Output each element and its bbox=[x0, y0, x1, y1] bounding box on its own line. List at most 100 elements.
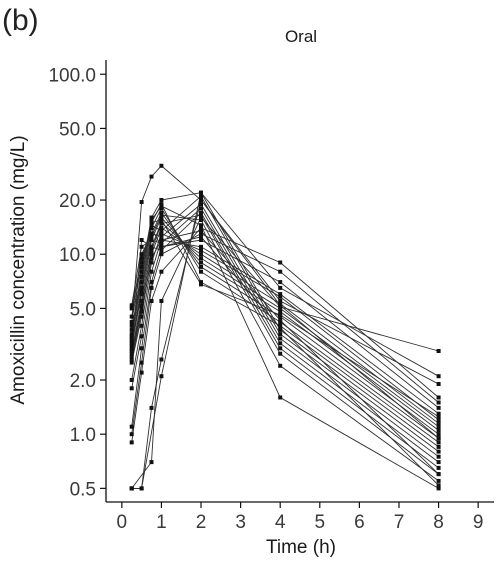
data-point bbox=[139, 306, 144, 311]
data-point bbox=[199, 223, 203, 228]
series-line-26 bbox=[131, 219, 439, 418]
data-point bbox=[159, 241, 164, 246]
x-tick-label: 1 bbox=[156, 512, 167, 533]
data-point bbox=[436, 417, 441, 422]
data-point bbox=[436, 449, 441, 454]
data-point bbox=[129, 357, 134, 362]
x-tick-label: 8 bbox=[433, 512, 444, 533]
data-point bbox=[436, 424, 441, 429]
data-point bbox=[159, 252, 164, 257]
data-point bbox=[436, 349, 441, 353]
x-tick-label: 7 bbox=[394, 512, 405, 533]
data-point bbox=[139, 280, 144, 285]
data-point bbox=[199, 218, 203, 222]
data-point bbox=[436, 411, 441, 416]
data-point bbox=[149, 280, 154, 285]
data-point bbox=[436, 436, 441, 441]
data-point bbox=[159, 228, 164, 233]
data-point bbox=[199, 269, 203, 274]
panel-label: (b) bbox=[2, 4, 39, 37]
data-point bbox=[129, 303, 134, 308]
data-point bbox=[159, 163, 164, 168]
data-point bbox=[199, 215, 203, 220]
data-point bbox=[149, 215, 154, 220]
data-point bbox=[129, 386, 134, 391]
data-point bbox=[149, 256, 154, 261]
data-point bbox=[149, 460, 154, 465]
data-point bbox=[278, 336, 283, 341]
x-tick-label: 6 bbox=[354, 512, 365, 533]
data-point bbox=[159, 215, 164, 220]
data-point bbox=[139, 346, 144, 351]
data-point bbox=[149, 234, 154, 239]
data-point bbox=[278, 269, 283, 274]
data-point bbox=[436, 414, 441, 419]
data-point bbox=[149, 285, 154, 290]
data-point bbox=[139, 256, 144, 261]
data-point bbox=[159, 225, 164, 230]
data-point bbox=[278, 325, 283, 330]
data-point bbox=[129, 351, 134, 356]
data-point bbox=[436, 472, 441, 477]
series-line-21 bbox=[131, 214, 439, 482]
data-point bbox=[139, 370, 144, 375]
data-point bbox=[159, 244, 164, 249]
data-point bbox=[129, 486, 134, 491]
data-point bbox=[149, 248, 154, 253]
y-tick-label: 10.0 bbox=[59, 245, 96, 266]
data-point bbox=[159, 206, 164, 211]
chart-title: Oral bbox=[285, 27, 317, 46]
x-tick-label: 5 bbox=[315, 512, 326, 533]
data-point bbox=[436, 460, 441, 465]
data-point bbox=[199, 228, 203, 233]
data-point bbox=[278, 299, 283, 303]
data-point bbox=[436, 432, 441, 437]
data-point bbox=[129, 338, 134, 343]
data-point bbox=[199, 280, 203, 285]
x-tick-label: 3 bbox=[235, 512, 246, 533]
data-point bbox=[436, 400, 441, 405]
data-point bbox=[149, 244, 154, 249]
data-point bbox=[149, 405, 154, 410]
data-point bbox=[159, 210, 164, 215]
data-point bbox=[159, 248, 164, 253]
data-point bbox=[278, 280, 283, 285]
data-point bbox=[199, 198, 203, 202]
data-point bbox=[139, 314, 144, 319]
x-tick-label: 4 bbox=[275, 512, 286, 533]
data-point bbox=[139, 264, 144, 269]
data-point bbox=[139, 289, 144, 294]
data-point bbox=[139, 238, 144, 242]
data-point bbox=[129, 354, 134, 359]
data-point bbox=[149, 223, 154, 228]
data-point bbox=[436, 421, 441, 426]
data-point bbox=[129, 306, 134, 311]
y-tick-label: 2.0 bbox=[70, 371, 96, 392]
data-point bbox=[159, 218, 164, 222]
data-point bbox=[129, 334, 134, 339]
data-point bbox=[139, 323, 144, 328]
data-point bbox=[159, 213, 164, 218]
data-point bbox=[129, 440, 134, 445]
data-point bbox=[159, 231, 164, 236]
data-point bbox=[436, 444, 441, 449]
data-point bbox=[199, 202, 203, 207]
data-point bbox=[436, 454, 441, 459]
data-point bbox=[159, 357, 164, 362]
series-line-4 bbox=[131, 227, 439, 443]
data-point bbox=[129, 336, 134, 341]
x-tick-label: 9 bbox=[473, 512, 484, 533]
data-point bbox=[139, 260, 144, 265]
data-point bbox=[278, 303, 283, 308]
data-point bbox=[278, 346, 283, 351]
data-point bbox=[159, 221, 164, 226]
data-point bbox=[129, 332, 134, 337]
series-line-11 bbox=[131, 216, 439, 431]
data-point bbox=[149, 260, 154, 265]
data-point bbox=[199, 282, 203, 287]
x-axis-title: Time (h) bbox=[266, 537, 336, 558]
data-point bbox=[159, 299, 164, 303]
data-point bbox=[159, 238, 164, 242]
data-point bbox=[199, 264, 203, 269]
